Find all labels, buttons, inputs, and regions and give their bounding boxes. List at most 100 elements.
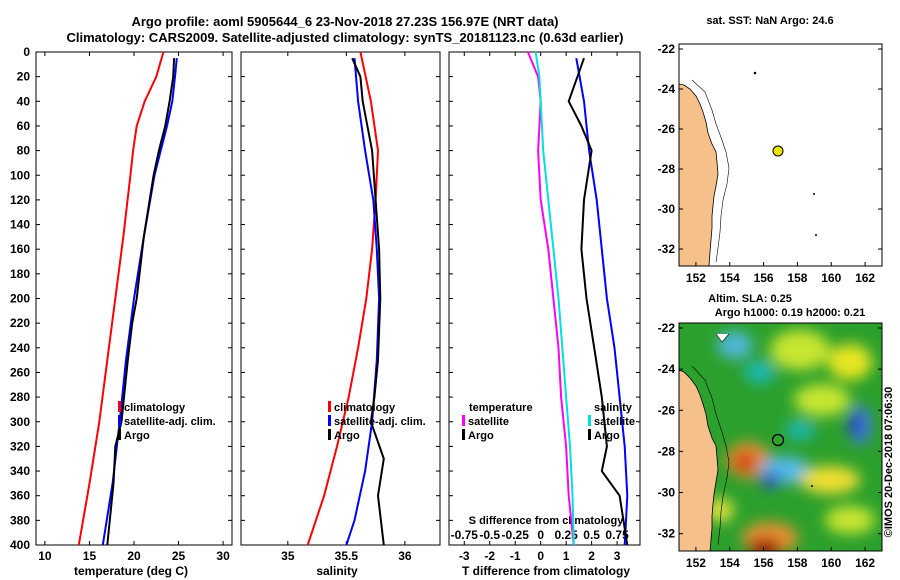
lon-tick-label: 156 (754, 556, 774, 570)
legend-swatch-argo (328, 429, 331, 440)
depth-tick-label: 120 (10, 193, 30, 207)
depth-tick-label: 240 (10, 341, 30, 355)
depth-tick-label: 340 (10, 464, 30, 478)
salinity-xlabel: salinity (316, 564, 358, 578)
lon-tick-label: 160 (821, 271, 841, 285)
x-tick-label: 1 (563, 549, 570, 563)
sst-map-title: sat. SST: NaN Argo: 24.6 (706, 15, 833, 27)
legend-title-salinity: salinity (594, 402, 633, 414)
imos-timestamp: ©IMOS 20-Dec-2018 07:06:30 (883, 387, 895, 538)
legend-swatch-climatology (118, 401, 121, 412)
australia-coast (679, 369, 719, 551)
x-tick-label: -2 (484, 549, 495, 563)
sst-map-axes: 152 154 156 158 160 162 -22 -24 -26 -28 -30 -32 (658, 42, 882, 285)
legend-title-temperature: temperature (469, 402, 533, 414)
x2-tick-label: -0.25 (502, 528, 530, 542)
figure-title-line1: Argo profile: aoml 5905644_6 23-Nov-2018… (131, 14, 558, 29)
temperature-xlabel: temperature (deg C) (74, 564, 188, 578)
series-line-temperature-satellite (526, 51, 575, 546)
sst-map: 152 154 156 158 160 162 -22 -24 -26 -28 -30 -32 (658, 42, 883, 285)
island-marker (753, 71, 757, 75)
shelf-contour (691, 79, 730, 263)
depth-tick-label: 260 (10, 365, 30, 379)
sla-field (706, 330, 875, 551)
x2-tick-label: -0.75 (451, 528, 479, 542)
sla-map-frame (678, 322, 883, 552)
series-line-temperature-argo (575, 58, 629, 546)
lat-tick-label: -32 (658, 242, 676, 256)
lon-tick-label: 162 (855, 271, 875, 285)
difference-panel-frame (448, 51, 641, 546)
series-line-climatology (306, 51, 379, 546)
lat-tick-label: -26 (658, 122, 676, 136)
sla-map-title-line1: Altim. SLA: 0.25 (708, 293, 792, 305)
salinity-panel-frame (240, 51, 441, 546)
argo-position-marker (772, 145, 784, 157)
lat-tick-label: -32 (658, 527, 676, 541)
temperature-legend: climatology satellite-adj. clim. Argo (118, 401, 216, 442)
lon-tick-label: 154 (720, 556, 740, 570)
legend-swatch-satellite (328, 415, 331, 426)
legend-swatch-climatology (328, 401, 331, 412)
legend-label-climatology: climatology (334, 402, 396, 414)
depth-tick-label: 320 (10, 439, 30, 453)
temperature-x-axis: 10 15 20 25 30 (38, 52, 230, 563)
depth-tick-label: 400 (10, 538, 30, 552)
depth-tick-label: 140 (10, 218, 30, 232)
x-tick-label: 3 (614, 549, 621, 563)
lon-tick-label: 158 (787, 271, 807, 285)
x-tick-label: -3 (459, 549, 470, 563)
legend-label-temp-argo: Argo (468, 430, 494, 442)
depth-tick-label: 280 (10, 390, 30, 404)
island-marker (715, 333, 730, 343)
x-tick-label: 35.5 (335, 549, 359, 563)
island-marker (815, 234, 817, 236)
series-line-salinity-argo (567, 57, 629, 546)
lon-tick-label: 152 (686, 556, 706, 570)
legend-swatch-argo (118, 429, 121, 440)
legend-label-sal-argo: Argo (594, 430, 620, 442)
x-tick-label: -1 (510, 549, 521, 563)
x2-tick-label: 0.75 (605, 528, 629, 542)
x-tick-label: 30 (216, 549, 230, 563)
shelf-contour (691, 365, 730, 546)
s-difference-x-axis: -0.75 -0.5 -0.25 0 0.25 0.5 0.75 (451, 528, 629, 542)
sst-map-frame (678, 43, 883, 267)
t-difference-xlabel: T difference from climatology (462, 564, 630, 578)
series-line-argo (351, 57, 385, 546)
x2-tick-label: 0 (537, 528, 544, 542)
lat-tick-label: -22 (658, 42, 676, 56)
sla-map: 152 154 156 158 160 162 -22 -24 -26 -28 -30 -32 (658, 321, 883, 570)
depth-tick-label: 180 (10, 267, 30, 281)
x-tick-label: 36 (398, 549, 412, 563)
legend-label-satellite: satellite-adj. clim. (124, 416, 216, 428)
depth-tick-label: 0 (23, 45, 30, 59)
legend-label-climatology: climatology (124, 402, 186, 414)
legend-label-satellite: satellite-adj. clim. (334, 416, 426, 428)
depth-tick-label: 200 (10, 292, 30, 306)
lat-tick-label: -26 (658, 403, 676, 417)
lat-tick-label: -30 (658, 202, 676, 216)
legend-swatch-sal-satellite (588, 415, 591, 426)
depth-tick-label: 380 (10, 513, 30, 527)
legend-label-sal-satellite: satellite (594, 416, 635, 428)
series-line-climatology (77, 51, 165, 546)
depth-tick-label: 100 (10, 168, 30, 182)
salinity-legend: climatology satellite-adj. clim. Argo (328, 401, 426, 442)
legend-swatch-satellite (118, 415, 121, 426)
lat-tick-label: -28 (658, 444, 676, 458)
legend-label-argo: Argo (124, 430, 150, 442)
depth-tick-label: 60 (17, 119, 31, 133)
sla-map-axes: 152 154 156 158 160 162 -22 -24 -26 -28 -30 -32 (658, 321, 882, 570)
sla-map-title-line2: Argo h1000: 0.19 h2000: 0.21 (715, 307, 865, 319)
lon-tick-label: 158 (787, 556, 807, 570)
x-tick-label: 35 (281, 549, 295, 563)
lon-tick-label: 154 (720, 271, 740, 285)
series-line-argo (106, 58, 176, 546)
x-tick-label: 15 (83, 549, 97, 563)
temperature-profiles (77, 51, 178, 546)
legend-swatch-temp-argo (462, 429, 465, 440)
legend-label-argo: Argo (334, 430, 360, 442)
x-tick-label: 10 (38, 549, 52, 563)
